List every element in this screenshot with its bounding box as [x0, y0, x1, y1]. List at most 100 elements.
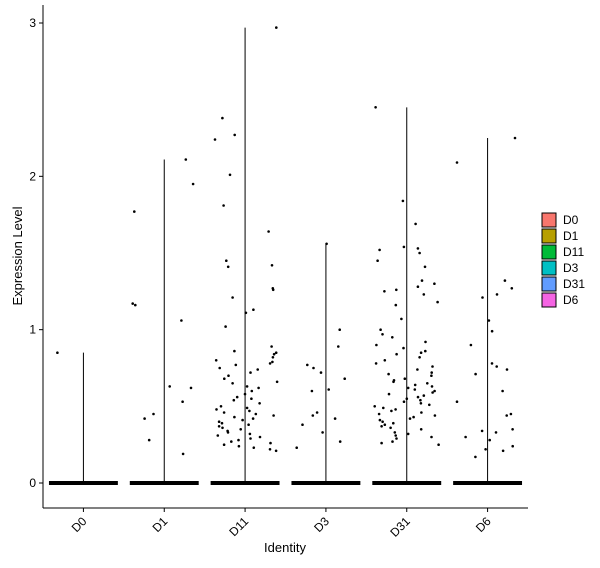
data-point [374, 106, 377, 109]
data-point [325, 242, 328, 246]
data-point [343, 377, 347, 381]
data-point [382, 406, 385, 410]
data-point [389, 426, 392, 430]
data-point [484, 448, 487, 451]
data-point [430, 374, 433, 378]
data-point [269, 441, 272, 445]
data-point [227, 374, 230, 378]
data-point [56, 351, 59, 355]
data-point [380, 425, 383, 428]
data-point [218, 366, 221, 370]
data-point [418, 251, 421, 255]
data-point [338, 440, 342, 443]
legend-label-D3: D3 [563, 261, 579, 275]
data-point [426, 382, 429, 385]
data-point [392, 421, 395, 425]
data-point [511, 428, 514, 431]
data-point [271, 360, 274, 364]
data-point [147, 438, 151, 442]
x-axis-title: Identity [264, 540, 306, 555]
data-point [422, 293, 426, 296]
data-point [245, 406, 249, 410]
data-point [237, 444, 241, 448]
data-point [247, 423, 250, 427]
data-point [252, 308, 255, 312]
data-point [414, 222, 417, 226]
data-point [319, 371, 323, 374]
data-point [134, 303, 137, 307]
data-point [513, 136, 517, 140]
data-point [272, 352, 276, 356]
data-point [315, 411, 319, 414]
data-point [394, 303, 398, 307]
data-point [510, 287, 514, 290]
data-point [416, 247, 420, 250]
data-point [222, 204, 225, 207]
data-point [275, 380, 279, 384]
data-point [221, 426, 224, 430]
y-tick-label: 2 [29, 169, 36, 183]
data-point [487, 319, 491, 322]
data-point [402, 245, 406, 249]
data-point [402, 400, 406, 404]
data-point [400, 317, 403, 321]
data-point [374, 362, 378, 365]
data-point [490, 362, 494, 365]
data-point [268, 362, 272, 365]
data-point [189, 386, 193, 390]
data-point [258, 402, 261, 405]
data-point [469, 343, 473, 347]
data-point [216, 434, 220, 437]
data-point [490, 329, 494, 333]
data-point [306, 363, 309, 367]
data-point [270, 264, 274, 267]
data-point [495, 365, 499, 368]
data-point [474, 455, 477, 459]
data-point [226, 265, 230, 269]
data-point [401, 199, 405, 203]
data-point [383, 359, 387, 362]
data-point [416, 285, 420, 289]
data-point [274, 449, 278, 453]
data-point [437, 443, 440, 447]
data-point [423, 265, 427, 269]
data-point [217, 425, 221, 428]
plot-panel [48, 26, 523, 485]
data-point [494, 431, 498, 434]
legend-swatch-D11 [541, 244, 557, 260]
data-point [250, 397, 253, 401]
data-point [311, 414, 315, 417]
data-point [241, 418, 244, 422]
data-point [219, 405, 223, 408]
data-point [433, 282, 436, 286]
y-tick-label: 0 [29, 476, 36, 490]
data-point [237, 438, 240, 442]
data-point [380, 441, 383, 445]
legend-swatch-D6 [541, 292, 557, 308]
data-point [501, 389, 504, 393]
data-point [131, 302, 134, 305]
data-point [509, 412, 513, 416]
data-point [191, 182, 195, 186]
data-point [422, 394, 426, 397]
data-point [338, 328, 342, 332]
data-point [420, 279, 424, 282]
data-point [248, 409, 251, 413]
data-point [503, 279, 507, 282]
data-point [419, 398, 422, 402]
data-point [395, 352, 398, 356]
data-point [413, 388, 417, 391]
data-point [416, 368, 419, 371]
data-point [243, 392, 247, 396]
data-point [231, 382, 234, 385]
data-point [412, 415, 415, 419]
data-point [488, 438, 492, 442]
data-point [257, 386, 260, 390]
data-point [226, 431, 230, 434]
data-point [228, 173, 232, 177]
data-point [419, 351, 423, 355]
data-point [271, 356, 275, 359]
legend-swatch-D0 [541, 212, 557, 228]
legend-label-D6: D6 [563, 293, 579, 307]
data-point [233, 349, 236, 353]
